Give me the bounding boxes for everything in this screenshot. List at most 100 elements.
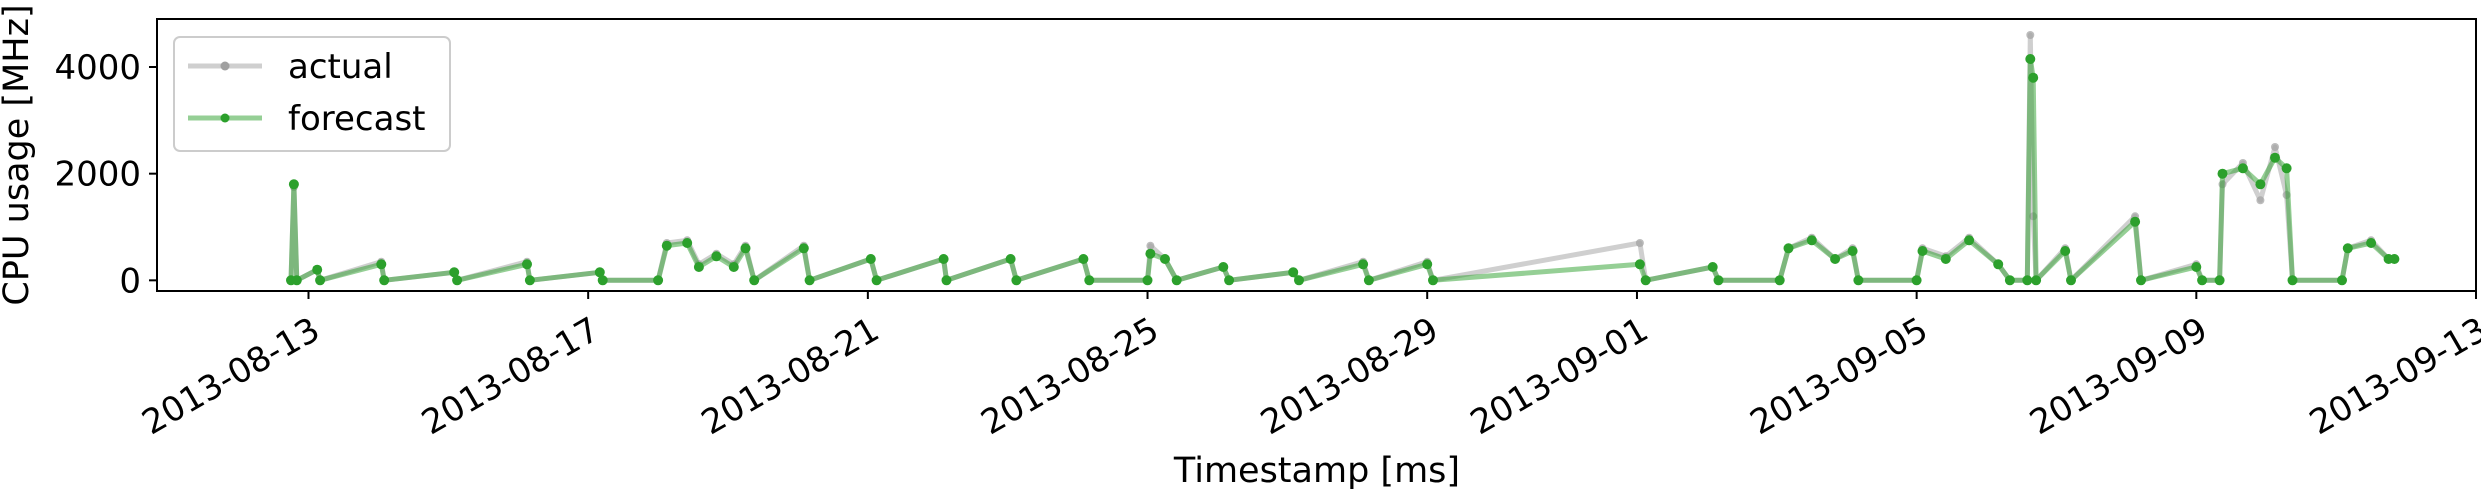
data-point-forecast [522, 259, 532, 270]
x-tick-label: 2013-08-29 [1254, 310, 1445, 443]
data-point-forecast [1783, 243, 1794, 254]
data-point-forecast [2060, 246, 2071, 256]
data-point-forecast [1005, 254, 1016, 264]
data-point-forecast [938, 254, 949, 264]
data-point-forecast [2191, 262, 2202, 272]
data-point-forecast [1640, 275, 1651, 286]
data-point-forecast [1288, 267, 1299, 278]
y-tick-label: 0 [119, 261, 141, 301]
x-tick-label: 2013-08-17 [415, 310, 606, 443]
data-point-forecast [2022, 275, 2033, 286]
legend-marker-forecast [220, 113, 230, 123]
data-point-forecast [1363, 275, 1374, 286]
data-point-forecast [2366, 238, 2377, 248]
data-point-forecast [1940, 254, 1951, 264]
data-point-forecast [2287, 275, 2298, 286]
data-point-forecast [1145, 248, 1156, 259]
x-axis: 2013-08-13 2013-08-17 2013-08-21 2013-08-25… [135, 291, 2481, 443]
data-point-forecast [2281, 163, 2292, 174]
data-point-forecast [1911, 275, 1922, 286]
data-point-forecast [865, 254, 876, 264]
data-point-forecast [597, 275, 608, 286]
data-point-forecast [2025, 54, 2036, 64]
data-point-forecast [2217, 168, 2228, 179]
data-point-forecast [2066, 275, 2076, 286]
series-line-actual [288, 32, 2395, 283]
y-axis-label: CPU usage [MHz] [0, 4, 37, 305]
data-point-forecast [1853, 275, 1864, 286]
x-tick-label: 2013-08-21 [695, 310, 886, 443]
data-point-forecast [1964, 235, 1975, 246]
data-point-forecast [449, 267, 460, 278]
data-point-forecast [798, 243, 809, 254]
x-tick-label: 2013-08-13 [135, 310, 326, 443]
data-point-forecast [711, 251, 722, 262]
data-point-forecast [1358, 259, 1369, 270]
data-point-forecast [2342, 243, 2353, 254]
x-axis-label: Timestamp [ms] [1173, 451, 1460, 490]
data-point-forecast [594, 267, 605, 278]
data-point-forecast [2028, 72, 2039, 83]
legend-label-actual: actual [288, 47, 393, 87]
x-tick-label: 2013-09-13 [2303, 310, 2481, 443]
data-point-forecast [1294, 275, 1304, 286]
data-point-forecast [1707, 262, 1718, 272]
data-point-actual [1635, 239, 1644, 247]
data-point-forecast [749, 275, 760, 286]
data-point-forecast [2270, 152, 2280, 163]
data-point-forecast [2004, 275, 2015, 286]
data-point-forecast [740, 243, 751, 254]
data-point-forecast [682, 238, 693, 248]
data-point-actual [2256, 196, 2265, 205]
data-point-forecast [379, 275, 390, 286]
data-point-forecast [1078, 254, 1089, 264]
data-point-forecast [1847, 246, 1858, 256]
data-point-actual [1146, 241, 1155, 250]
data-point-forecast [1634, 259, 1645, 270]
data-point-forecast [2255, 179, 2266, 190]
data-point-forecast [1830, 254, 1841, 264]
data-point-forecast [1218, 262, 1229, 272]
y-tick-label: 2000 [54, 155, 141, 195]
data-point-forecast [1160, 254, 1170, 264]
legend: actual forecast [173, 36, 451, 152]
legend-label-forecast: forecast [288, 99, 426, 139]
data-point-forecast [1011, 275, 1022, 286]
data-point-actual [2026, 31, 2035, 39]
data-point-forecast [1142, 275, 1153, 286]
x-tick-label: 2013-09-01 [1464, 310, 1655, 443]
data-point-forecast [2130, 216, 2141, 227]
data-point-forecast [1993, 259, 2004, 270]
data-point-forecast [1428, 275, 1438, 286]
data-point-forecast [804, 275, 815, 286]
data-point-forecast [728, 262, 739, 272]
data-point-forecast [524, 275, 535, 286]
data-point-forecast [1774, 275, 1785, 286]
series-layer [286, 31, 2400, 286]
legend-marker-actual [220, 61, 230, 71]
data-point-forecast [2197, 275, 2208, 286]
data-point-forecast [2136, 275, 2146, 286]
data-point-forecast [2237, 163, 2248, 174]
data-point-forecast [1917, 246, 1928, 256]
x-tick-label: 2013-08-25 [975, 310, 1166, 443]
data-point-forecast [1084, 275, 1095, 286]
data-point-forecast [1806, 235, 1817, 246]
data-point-forecast [376, 259, 387, 270]
series-forecast [286, 54, 2400, 286]
data-point-forecast [1713, 275, 1724, 286]
series-line-forecast [288, 56, 2395, 283]
data-point-forecast [653, 275, 664, 286]
series-actual [287, 31, 2399, 285]
y-tick-label: 4000 [54, 48, 141, 88]
data-point-forecast [312, 264, 323, 275]
plot-frame [156, 18, 2477, 292]
data-point-forecast [452, 275, 463, 286]
data-point-forecast [1171, 275, 1182, 286]
data-point-forecast [2337, 275, 2347, 286]
data-point-forecast [291, 275, 302, 286]
data-point-forecast [661, 240, 672, 251]
data-point-forecast [941, 275, 952, 286]
